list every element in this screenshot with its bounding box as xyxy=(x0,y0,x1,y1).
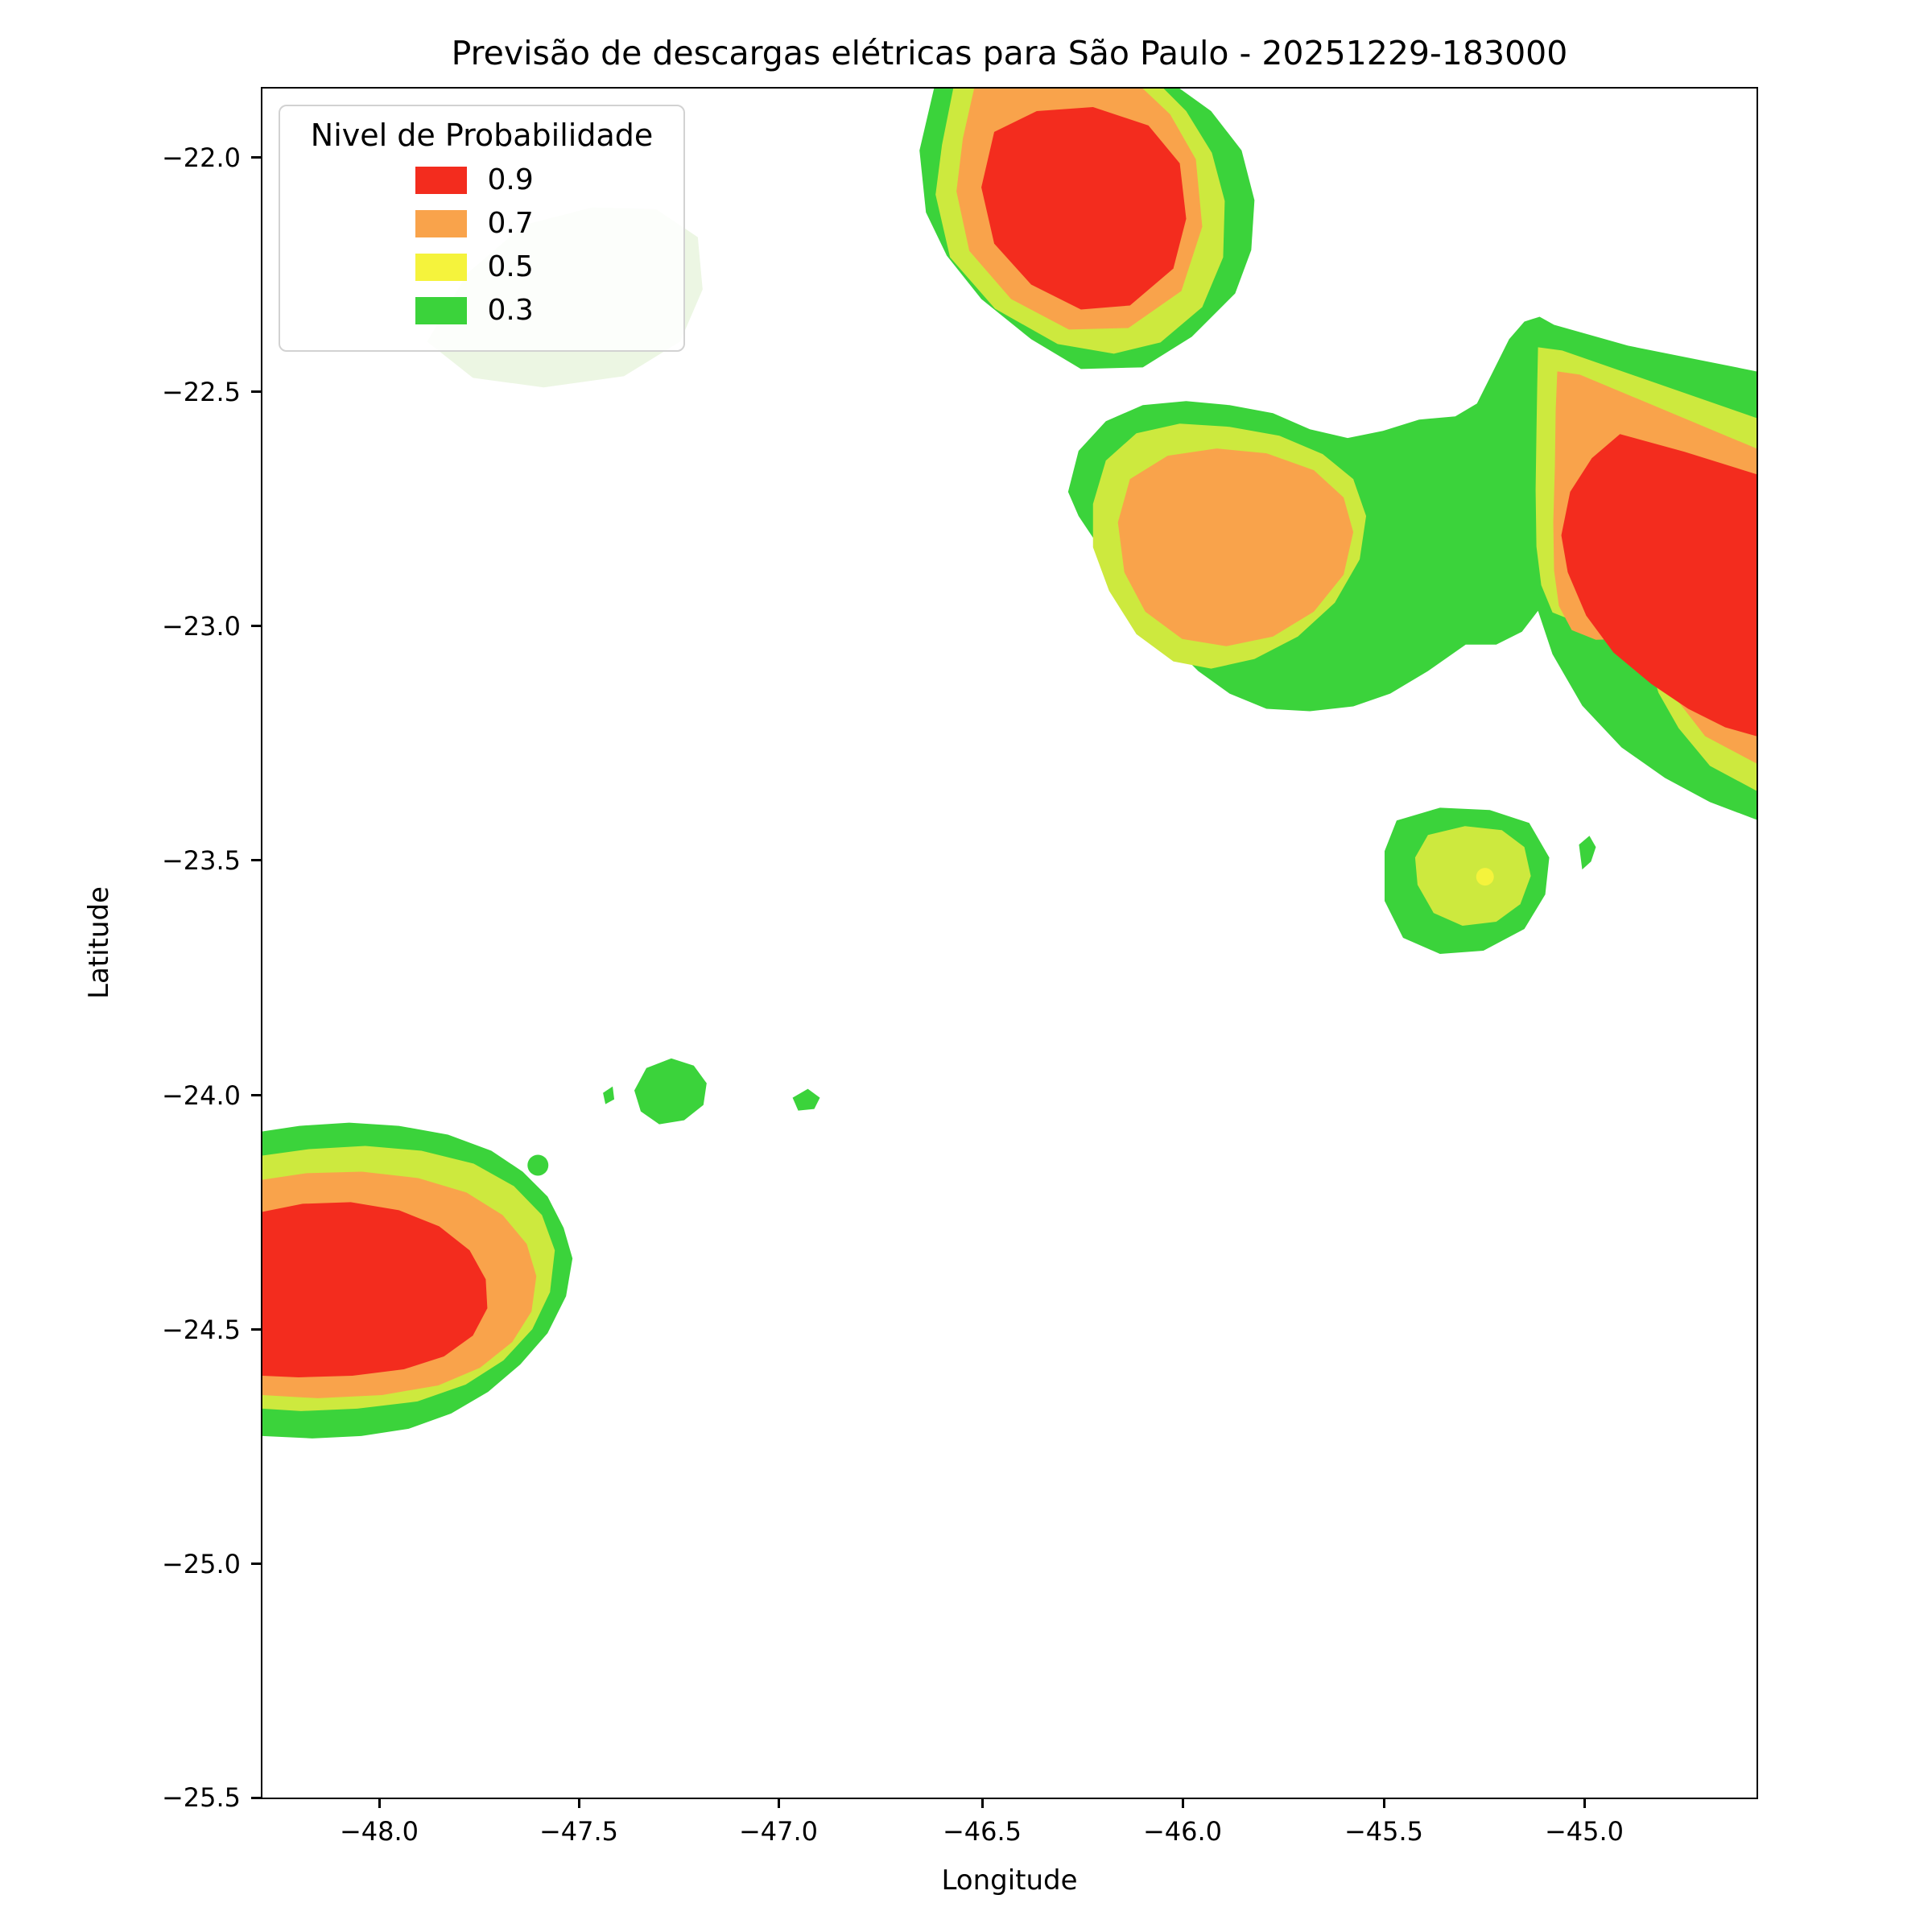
contour-band-yellow-small-cell-core xyxy=(1476,868,1494,886)
y-axis-label: Latitude xyxy=(83,886,115,999)
legend-label-0.7: 0.7 xyxy=(487,207,534,240)
x-tick-mark xyxy=(378,1799,381,1808)
x-tick-label: −47.0 xyxy=(738,1816,819,1847)
y-tick-mark xyxy=(251,1563,261,1565)
legend-title: Nivel de Probabilidade xyxy=(310,118,654,153)
y-tick-mark xyxy=(251,1797,261,1799)
x-tick-mark xyxy=(578,1799,580,1808)
x-tick-label: −46.0 xyxy=(1142,1816,1223,1847)
y-tick-label: −24.0 xyxy=(161,1080,241,1111)
legend-entry: 0.7 xyxy=(288,207,675,240)
legend-swatch-0.9 xyxy=(415,166,467,194)
legend-entry: 0.5 xyxy=(288,250,675,283)
legend: Nivel de Probabilidade 0.9 0.7 0.5 0.3 xyxy=(279,105,685,352)
legend-swatch-0.5 xyxy=(415,253,467,281)
x-tick-mark xyxy=(778,1799,780,1808)
contour-band-red-southwest-cell xyxy=(262,1202,488,1377)
y-tick-mark xyxy=(251,156,261,159)
x-tick-label: −47.5 xyxy=(539,1816,619,1847)
legend-swatch-0.7 xyxy=(415,209,467,237)
legend-label-0.3: 0.3 xyxy=(487,294,534,327)
y-tick-mark xyxy=(251,1094,261,1096)
x-tick-label: −46.5 xyxy=(942,1816,1022,1847)
x-tick-label: −45.5 xyxy=(1344,1816,1424,1847)
x-tick-mark xyxy=(1583,1799,1586,1808)
contour-band-green-patch-a xyxy=(634,1058,707,1125)
y-tick-label: −22.5 xyxy=(161,377,241,407)
x-tick-label: −45.0 xyxy=(1544,1816,1624,1847)
contour-band-green-patch-c xyxy=(792,1088,820,1111)
y-tick-mark xyxy=(251,859,261,861)
y-tick-label: −23.5 xyxy=(161,845,241,876)
contour-band-green-patch-b xyxy=(603,1086,615,1104)
contour-band-red-east-lobe xyxy=(1561,434,1757,737)
chart-title: Previsão de descargas elétricas para São… xyxy=(451,34,1568,72)
y-tick-mark xyxy=(251,390,261,393)
contour-band-green-sliver xyxy=(1579,836,1596,870)
y-tick-label: −22.0 xyxy=(161,142,241,173)
contour-green-dot-southwest xyxy=(527,1154,549,1176)
x-axis-label: Longitude xyxy=(941,1864,1078,1897)
x-tick-mark xyxy=(1182,1799,1184,1808)
x-tick-label: −48.0 xyxy=(339,1816,419,1847)
x-tick-mark xyxy=(981,1799,984,1808)
y-tick-label: −25.0 xyxy=(161,1549,241,1579)
y-tick-label: −25.5 xyxy=(161,1782,241,1813)
x-tick-mark xyxy=(1383,1799,1385,1808)
plot-area: Nivel de Probabilidade 0.9 0.7 0.5 0.3 xyxy=(261,87,1758,1799)
legend-swatch-0.3 xyxy=(415,296,467,324)
y-tick-label: −24.5 xyxy=(161,1315,241,1345)
legend-label-0.9: 0.9 xyxy=(487,163,534,196)
y-tick-mark xyxy=(251,625,261,627)
legend-label-0.5: 0.5 xyxy=(487,250,534,283)
y-tick-label: −23.0 xyxy=(161,611,241,642)
y-tick-mark xyxy=(251,1328,261,1331)
legend-entry: 0.9 xyxy=(288,163,675,196)
contour-band-orange-west-lobe xyxy=(1117,448,1354,646)
contour-band-red-north-cell xyxy=(981,106,1187,310)
contour-canvas xyxy=(262,89,1757,1439)
legend-entry: 0.3 xyxy=(288,294,675,327)
contour-band-yellowgreen-small-cell xyxy=(1414,826,1531,927)
